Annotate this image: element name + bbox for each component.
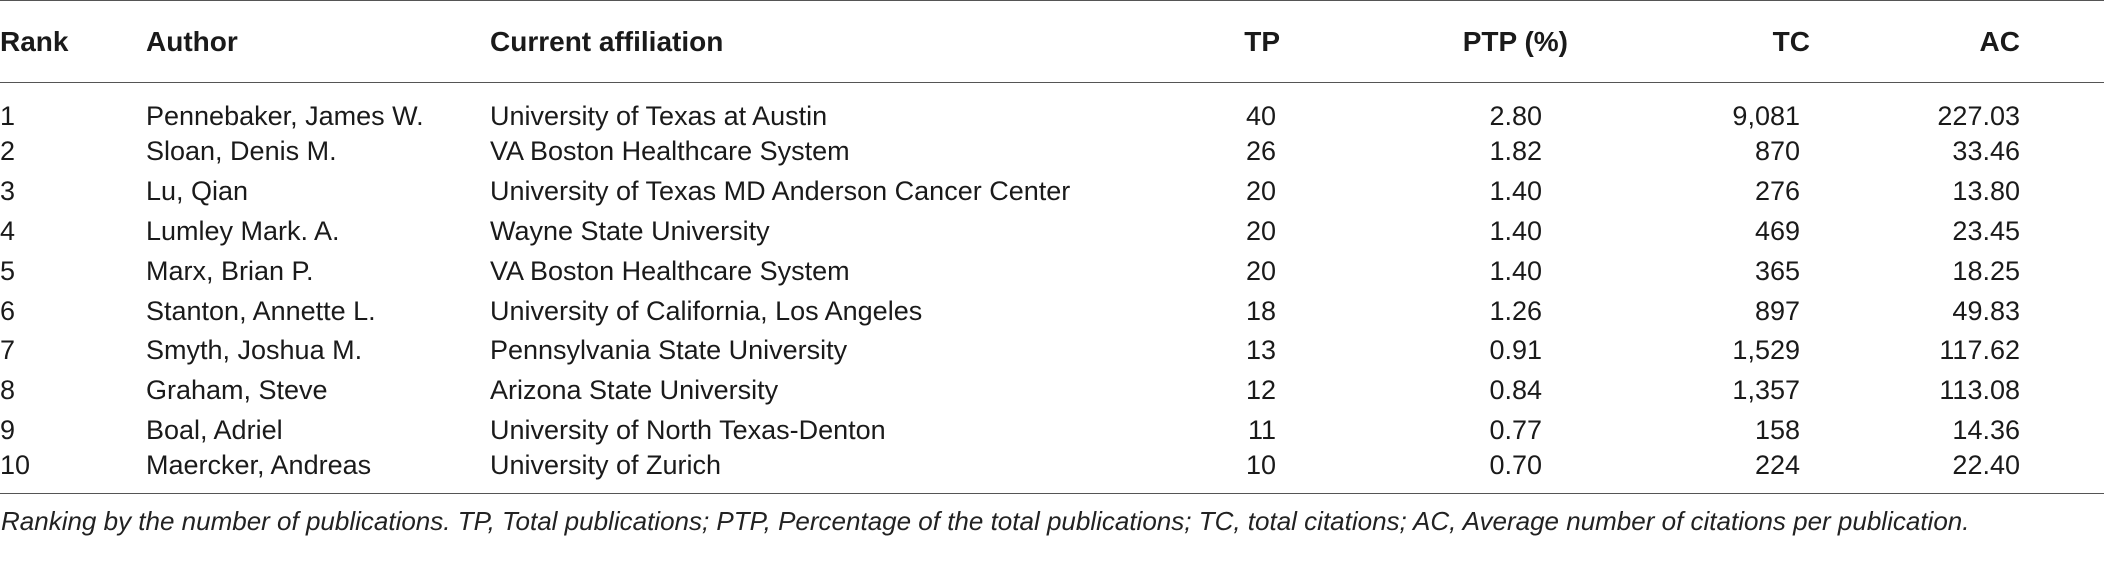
cell-rank: 1 <box>0 101 16 131</box>
column-header-tp: TP <box>1190 0 1300 83</box>
cell-affiliation: University of North Texas-Denton <box>490 414 886 445</box>
cell-tc: 276 <box>1754 176 1800 207</box>
cell-tp: 20 <box>1245 176 1276 207</box>
table-row: 1 Pennebaker, James W. University of Tex… <box>0 83 2104 133</box>
cell-ptp: 0.84 <box>1489 375 1542 406</box>
author-ranking-table-container: Rank Author Current affiliation TP PTP (… <box>0 0 2104 539</box>
cell-author: Maercker, Andreas <box>146 450 372 481</box>
cell-ac: 117.62 <box>1939 335 2020 366</box>
cell-ptp: 0.70 <box>1489 450 1542 481</box>
column-header-ac: AC <box>1830 0 2104 83</box>
column-header-ptp: PTP (%) <box>1300 0 1568 83</box>
cell-tc: 1,357 <box>1732 375 1800 406</box>
cell-ac: 227.03 <box>1937 101 2020 131</box>
cell-tc: 897 <box>1754 295 1800 326</box>
column-header-affiliation: Current affiliation <box>490 0 1190 83</box>
table-row: 3 Lu, Qian University of Texas MD Anders… <box>0 172 2104 212</box>
cell-tp: 40 <box>1245 101 1276 131</box>
cell-tc: 224 <box>1754 450 1800 481</box>
cell-affiliation: VA Boston Healthcare System <box>490 136 850 167</box>
table-footnote: Ranking by the number of publications. T… <box>0 493 2104 539</box>
cell-tc: 469 <box>1754 215 1800 246</box>
cell-ac: 113.08 <box>1939 375 2020 406</box>
cell-author: Lu, Qian <box>146 176 249 207</box>
cell-ac: 33.46 <box>1952 136 2020 167</box>
header-row: Rank Author Current affiliation TP PTP (… <box>0 0 2104 83</box>
footnote-row: Ranking by the number of publications. T… <box>0 493 2104 539</box>
cell-author: Marx, Brian P. <box>146 255 314 286</box>
column-header-rank: Rank <box>0 0 146 83</box>
table-row: 9 Boal, Adriel University of North Texas… <box>0 411 2104 451</box>
cell-ptp: 2.80 <box>1489 101 1542 131</box>
cell-tp: 10 <box>1245 450 1276 481</box>
cell-ac: 22.40 <box>1952 450 2020 481</box>
cell-affiliation: Wayne State University <box>490 215 770 246</box>
table-row: 7 Smyth, Joshua M. Pennsylvania State Un… <box>0 331 2104 371</box>
cell-affiliation: VA Boston Healthcare System <box>490 255 850 286</box>
cell-rank: 3 <box>0 176 16 207</box>
cell-tp: 12 <box>1245 375 1276 406</box>
table-row: 10 Maercker, Andreas University of Zuric… <box>0 450 2104 494</box>
cell-author: Graham, Steve <box>146 375 328 406</box>
column-header-tc: TC <box>1568 0 1830 83</box>
cell-ptp: 1.40 <box>1489 255 1542 286</box>
column-header-author: Author <box>146 0 490 83</box>
cell-author: Sloan, Denis M. <box>146 136 337 167</box>
cell-ac: 49.83 <box>1952 295 2020 326</box>
table-row: 8 Graham, Steve Arizona State University… <box>0 371 2104 411</box>
cell-ptp: 1.40 <box>1489 176 1542 207</box>
cell-tc: 870 <box>1754 136 1800 167</box>
table-body: 1 Pennebaker, James W. University of Tex… <box>0 83 2104 494</box>
cell-ptp: 1.26 <box>1489 295 1542 326</box>
cell-tp: 11 <box>1247 414 1276 445</box>
cell-affiliation: University of Texas MD Anderson Cancer C… <box>490 176 1071 207</box>
cell-affiliation: University of Zurich <box>490 450 722 481</box>
cell-tc: 158 <box>1754 414 1800 445</box>
cell-affiliation: University of California, Los Angeles <box>490 295 923 326</box>
cell-author: Boal, Adriel <box>146 414 283 445</box>
cell-rank: 4 <box>0 215 16 246</box>
cell-tp: 13 <box>1245 335 1276 366</box>
cell-affiliation: Pennsylvania State University <box>490 335 848 366</box>
cell-rank: 9 <box>0 414 16 445</box>
cell-tc: 365 <box>1754 255 1800 286</box>
cell-rank: 2 <box>0 136 16 167</box>
cell-rank: 8 <box>0 375 16 406</box>
table-row: 5 Marx, Brian P. VA Boston Healthcare Sy… <box>0 251 2104 291</box>
table-row: 2 Sloan, Denis M. VA Boston Healthcare S… <box>0 132 2104 172</box>
cell-ptp: 1.82 <box>1489 136 1542 167</box>
cell-tp: 18 <box>1245 295 1276 326</box>
cell-rank: 5 <box>0 255 16 286</box>
cell-ptp: 0.77 <box>1489 414 1542 445</box>
table-row: 6 Stanton, Annette L. University of Cali… <box>0 291 2104 331</box>
cell-affiliation: University of Texas at Austin <box>490 101 828 131</box>
cell-ptp: 1.40 <box>1489 215 1542 246</box>
table-header: Rank Author Current affiliation TP PTP (… <box>0 0 2104 83</box>
cell-tc: 9,081 <box>1732 101 1800 131</box>
cell-affiliation: Arizona State University <box>490 375 779 406</box>
cell-tc: 1,529 <box>1732 335 1800 366</box>
cell-rank: 6 <box>0 295 16 326</box>
author-ranking-table: Rank Author Current affiliation TP PTP (… <box>0 0 2104 539</box>
cell-ac: 18.25 <box>1952 255 2020 286</box>
cell-author: Stanton, Annette L. <box>146 295 376 326</box>
cell-author: Smyth, Joshua M. <box>146 335 363 366</box>
cell-tp: 26 <box>1245 136 1276 167</box>
cell-tp: 20 <box>1245 255 1276 286</box>
cell-rank: 10 <box>0 450 31 481</box>
cell-ac: 13.80 <box>1952 176 2020 207</box>
cell-author: Pennebaker, James W. <box>146 101 424 131</box>
cell-ac: 23.45 <box>1952 215 2020 246</box>
cell-ac: 14.36 <box>1952 414 2020 445</box>
cell-ptp: 0.91 <box>1489 335 1542 366</box>
table-footer: Ranking by the number of publications. T… <box>0 493 2104 539</box>
cell-rank: 7 <box>0 335 16 366</box>
table-row: 4 Lumley Mark. A. Wayne State University… <box>0 212 2104 252</box>
cell-tp: 20 <box>1245 215 1276 246</box>
cell-author: Lumley Mark. A. <box>146 215 340 246</box>
